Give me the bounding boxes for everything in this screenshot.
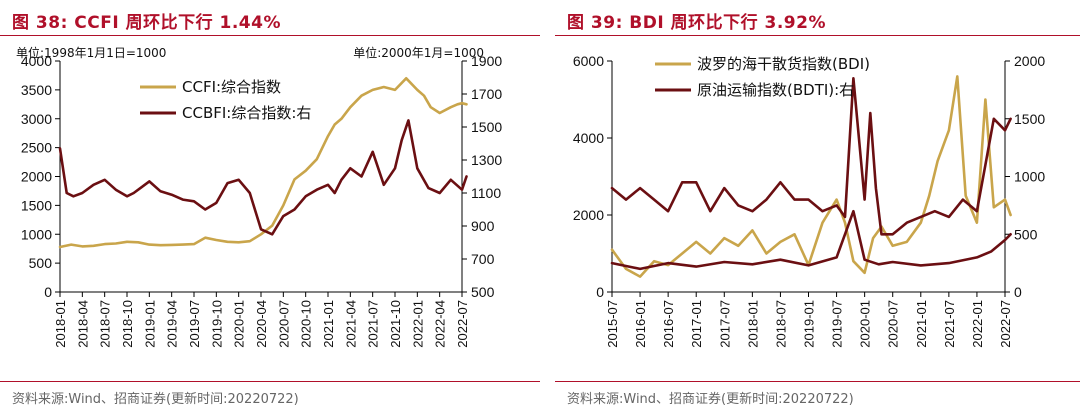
x-tick-label: 2022-01	[410, 300, 425, 348]
source-note: 资料来源:Wind、招商证券(更新时间:20220722)	[12, 392, 299, 407]
y-right-tick-label: 2000	[1014, 53, 1045, 69]
legend-label: CCBFI:综合指数:右	[182, 104, 311, 122]
x-tick-label: 2016-01	[633, 300, 648, 348]
legend-label: CCFI:综合指数	[182, 78, 281, 96]
source-note: 资料来源:Wind、招商证券(更新时间:20220722)	[567, 392, 854, 407]
chart-title: 图 38: CCFI 周环比下行 1.44%	[12, 13, 281, 33]
y-left-tick-label: 0	[44, 284, 52, 300]
source-divider	[0, 381, 540, 382]
x-tick-label: 2018-01	[745, 300, 760, 348]
y-left-tick-label: 2500	[21, 140, 52, 156]
x-tick-label: 2022-04	[433, 300, 448, 348]
y-right-tick-label: 1500	[1014, 111, 1045, 127]
y-right-tick-label: 700	[471, 251, 495, 267]
y-right-tick-label: 1300	[471, 152, 502, 168]
x-tick-label: 2019-01	[142, 300, 157, 348]
title-divider	[0, 35, 540, 36]
y-right-tick-label: 1500	[471, 119, 502, 135]
y-left-tick-label: 1500	[21, 197, 52, 213]
y-left-tick-label: 2000	[573, 207, 604, 223]
y-right-tick-label: 900	[471, 218, 495, 234]
chart-title: 图 39: BDI 周环比下行 3.92%	[567, 13, 827, 33]
x-tick-label: 2019-01	[802, 300, 817, 348]
y-right-tick-label: 1000	[1014, 169, 1045, 185]
series-line-1	[58, 119, 468, 236]
x-tick-label: 2022-07	[455, 300, 470, 348]
x-tick-label: 2020-10	[299, 300, 314, 348]
y-left-tick-label: 6000	[573, 53, 604, 69]
x-tick-label: 2019-07	[187, 300, 202, 348]
y-left-tick-label: 0	[596, 284, 604, 300]
title-divider	[555, 35, 1080, 36]
chart-panel-bdi: 图 39: BDI 周环比下行 3.92% 0 2000 4000 6000 0 500 1…	[555, 0, 1080, 413]
x-tick-label: 2020-01	[232, 300, 247, 348]
y-right-tick-label: 500	[471, 284, 495, 300]
x-tick-label: 2018-07	[98, 300, 113, 348]
series-line-2	[610, 209, 1012, 271]
x-tick-label: 2021-10	[388, 300, 403, 348]
x-tick-label: 2018-10	[120, 300, 135, 348]
x-tick-label: 2020-04	[254, 300, 269, 348]
legend-label: 原油运输指数(BDTI):右	[697, 81, 854, 99]
y-left-tick-label: 4000	[21, 53, 52, 69]
y-left-tick-label: 3500	[21, 82, 52, 98]
y-right-tick-label: 500	[1014, 226, 1038, 242]
x-tick-label: 2018-01	[53, 300, 68, 348]
x-tick-label: 2021-07	[366, 300, 381, 348]
x-tick-label: 2019-10	[209, 300, 224, 348]
y-left-tick-label: 2000	[21, 169, 52, 185]
x-tick-label: 2020-01	[858, 300, 873, 348]
x-tick-label: 2021-07	[942, 300, 957, 348]
series-line-0	[610, 75, 1012, 278]
x-tick-label: 2018-04	[75, 300, 90, 348]
x-tick-label: 2021-01	[321, 300, 336, 348]
ccfi-chart: 0 500 1000 1500 2000 2500 3000 3500 4000 500 700 90…	[16, 45, 502, 348]
x-tick-label: 2022-07	[998, 300, 1013, 348]
y-right-tick-label: 1900	[471, 53, 502, 69]
x-tick-label: 2020-07	[276, 300, 291, 348]
unit-label-left: 单位:1998年1月1日=1000	[16, 45, 166, 60]
x-tick-label: 2021-04	[343, 300, 358, 348]
series-line-1	[610, 77, 1012, 236]
x-tick-label: 2021-01	[914, 300, 929, 348]
x-tick-label: 2015-07	[605, 300, 620, 348]
x-tick-label: 2016-07	[661, 300, 676, 348]
x-tick-label: 2020-07	[886, 300, 901, 348]
y-right-tick-label: 0	[1014, 284, 1022, 300]
x-tick-label: 2018-07	[773, 300, 788, 348]
x-tick-label: 2022-01	[970, 300, 985, 348]
y-left-tick-label: 500	[29, 255, 53, 271]
x-tick-label: 2017-01	[689, 300, 704, 348]
source-divider	[555, 381, 1080, 382]
series-line-0	[58, 77, 468, 249]
y-left-tick-label: 1000	[21, 226, 52, 242]
y-right-tick-label: 1700	[471, 86, 502, 102]
x-tick-label: 2019-07	[830, 300, 845, 348]
bdi-chart: 0 2000 4000 6000 0 500 1000 1500 2000 2015-07 2016…	[573, 53, 1046, 348]
legend-label: 波罗的海干散货指数(BDI)	[697, 55, 870, 73]
y-right-tick-label: 1100	[471, 185, 501, 201]
unit-label-right: 单位:2000年1月=1000	[353, 45, 484, 60]
x-tick-label: 2019-04	[165, 300, 180, 348]
y-left-tick-label: 3000	[21, 111, 52, 127]
y-left-tick-label: 4000	[573, 130, 604, 146]
x-tick-label: 2017-07	[717, 300, 732, 348]
chart-panel-ccfi: 图 38: CCFI 周环比下行 1.44% 0 500 1000 1500 2000 2…	[0, 13, 540, 407]
